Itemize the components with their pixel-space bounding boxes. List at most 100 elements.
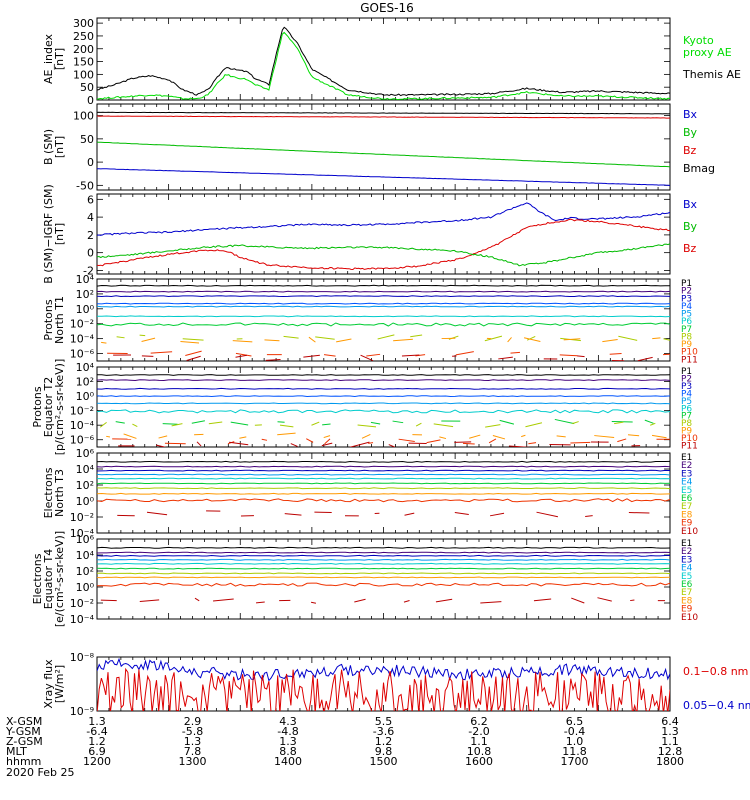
orbit-table: X-GSM 1.3 2.9 4.3 5.5 6.2 6.5 6.4 Y-GSM -6.4 -5.8 -… [5,715,684,779]
series-line-themis-ae [97,26,670,97]
channel-segment-e10 [354,598,366,603]
orbit-row-value: 1.1 [470,735,488,748]
channel-segment-p11 [577,355,585,358]
channel-label: P4 [681,389,692,399]
panels: 300250200150100500AE_index[nT]Kyotoproxy… [31,17,750,718]
channel-segment-p10 [164,442,186,445]
channel-segment-e10 [213,598,234,602]
channel-label: E4 [681,478,693,488]
channel-line-p3 [97,387,670,390]
channel-segment-p10 [235,352,252,357]
channel-label: P2 [681,374,692,384]
channel-label: P5 [681,310,692,320]
channel-label: E5 [681,572,692,582]
channel-segment-p8 [618,335,638,341]
channel-label: P11 [681,355,698,365]
panel-bdiff: 6 4 2 0 -2 B (SM)−IGRF (SM)[nT] Bx By Bz [42,184,698,284]
channel-segment-p11 [196,441,202,447]
orbit-row-value: 1.2 [375,735,393,748]
channel-segment-p7 [392,420,404,424]
channel-line-e8 [97,492,670,495]
channel-label: P8 [681,419,692,429]
channel-segment-p10 [528,442,537,445]
panel-frame [96,366,671,448]
y-axis-label-line: Xray flux [42,659,55,709]
panel-frame [96,538,671,620]
channel-segment-p10 [609,353,622,355]
channel-segment-p10 [426,439,441,444]
channel-label: E3 [681,555,692,565]
channel-segment-p9 [602,338,618,343]
channel-label: P10 [681,348,698,358]
y-axis-label-line: Electrons [31,553,44,604]
series-line-bx [97,202,670,236]
channel-segment-p10 [398,438,415,442]
channel-segment-p11 [637,356,653,361]
channel-line-p1 [97,284,670,287]
channel-segment-p9 [106,435,111,438]
y-tick-label: 0 [87,94,94,107]
legend-entry: By [683,126,698,139]
channel-label: E5 [681,486,692,496]
channel-line-p3 [97,295,670,298]
channel-segment-e10 [284,513,302,516]
channel-segment-e10 [533,598,552,602]
legend-entry: Bx [683,108,698,121]
y-axis-label: B (SM)−IGRF (SM)[nT] [42,184,66,284]
y-axis-label-line: Equator T2 [42,377,55,437]
panel-data [97,374,670,447]
panel-data [97,26,670,100]
channel-label: E3 [681,469,692,479]
y-axis-label-line: Electrons [42,467,55,518]
channel-segment-e10 [194,597,200,602]
channel-segment-p9 [563,338,581,341]
legend-entry: Kyoto [683,34,714,47]
y-axis-label-line: [p/(cm²-s-sr-keV)] [53,359,66,456]
orbit-row-value: 6.4 [661,715,679,728]
channel-segment-p11 [303,354,320,358]
y-axis-label: AE_index[nT] [42,33,66,84]
channel-segment-p7 [322,423,331,426]
y-axis-label-line: B (SM)−IGRF (SM) [42,184,55,284]
panel-data [97,202,670,271]
orbit-row-value: 11.8 [562,745,587,758]
channel-label: P7 [681,325,692,335]
y-tick-label: 2 [87,229,94,242]
channel-segment-p9 [141,337,156,343]
y-tick-label: 100 [73,68,94,81]
orbit-row-value: 1500 [370,755,398,768]
channel-segment-e10 [404,512,415,516]
panel-data [97,460,670,518]
orbit-row-value: -6.4 [86,725,107,738]
channel-segment-p8 [116,336,125,339]
channel-segment-p11 [508,445,530,447]
orbit-row-value: 1.2 [88,735,106,748]
y-axis-label-line: [W/m²] [53,665,66,703]
channel-line-e1 [97,460,670,463]
y-tick-label: 10⁻² [70,318,94,331]
channel-segment-p7 [499,419,515,425]
channel-label: E8 [681,510,693,520]
panel-data [97,546,670,604]
orbit-row-value: 6.5 [566,715,584,728]
channel-segment-p8 [650,422,656,426]
legend-entry: proxy AE [683,46,732,59]
panel-data [97,657,670,711]
channel-label: P8 [681,332,692,342]
channel-label: E2 [681,547,692,557]
channel-segment-p11 [348,441,370,447]
y-axis-label: Xray flux[W/m²] [42,659,66,709]
channel-label: P11 [681,442,698,452]
channel-label: P3 [681,294,692,304]
y-tick-label: 10⁰ [76,581,95,594]
channel-label: E6 [681,580,693,590]
channel-segment-e10 [480,601,502,604]
channel-segment-p11 [141,355,154,357]
channel-segment-p10 [462,442,475,445]
channel-line-e5 [97,477,670,480]
y-axis-label-line: Protons [31,386,44,427]
channel-label: E7 [681,588,692,598]
